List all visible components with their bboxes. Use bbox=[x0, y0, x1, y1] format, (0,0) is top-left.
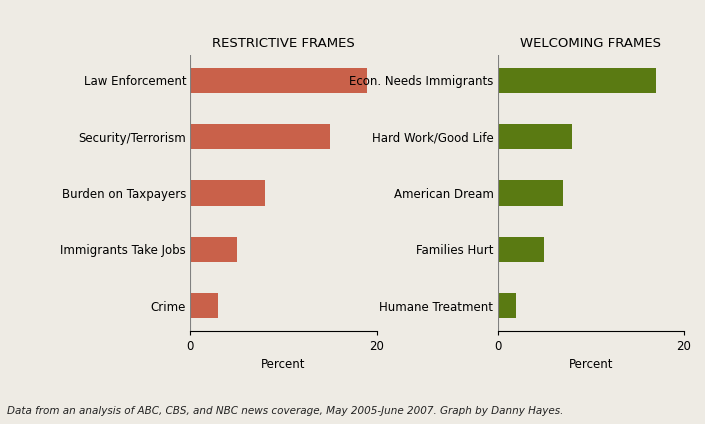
X-axis label: Percent: Percent bbox=[568, 358, 613, 371]
Bar bbox=[498, 293, 516, 318]
Bar bbox=[498, 180, 563, 206]
Bar bbox=[498, 68, 656, 93]
Bar bbox=[498, 237, 544, 262]
Title: WELCOMING FRAMES: WELCOMING FRAMES bbox=[520, 37, 661, 50]
Bar bbox=[190, 293, 219, 318]
Title: RESTRICTIVE FRAMES: RESTRICTIVE FRAMES bbox=[212, 37, 355, 50]
Bar bbox=[190, 68, 367, 93]
Bar bbox=[190, 237, 237, 262]
X-axis label: Percent: Percent bbox=[262, 358, 306, 371]
Text: Data from an analysis of ABC, CBS, and NBC news coverage, May 2005-June 2007. Gr: Data from an analysis of ABC, CBS, and N… bbox=[7, 405, 563, 416]
Bar bbox=[190, 124, 330, 149]
Bar bbox=[498, 124, 572, 149]
Bar bbox=[190, 180, 265, 206]
